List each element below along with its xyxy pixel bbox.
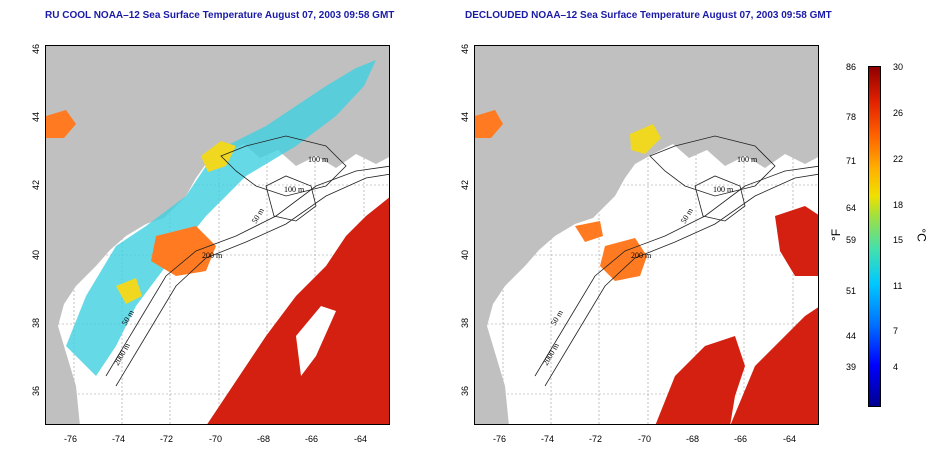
left-map-title: RU COOL NOAA–12 Sea Surface Temperature … — [45, 10, 395, 21]
right-contour-label: 200 m — [631, 251, 652, 260]
right-sst-orange-small — [475, 110, 503, 138]
right-contour-label: 100 m — [737, 155, 758, 164]
fahrenheit-tick: 86 — [846, 62, 857, 72]
celsius-tick: 7 — [893, 326, 899, 336]
right-y-tick: 46 — [460, 44, 470, 55]
fahrenheit-tick: 44 — [846, 331, 857, 341]
celsius-tick: 18 — [893, 200, 904, 210]
fahrenheit-tick: 39 — [846, 362, 857, 372]
right-map-title: DECLOUDED NOAA–12 Sea Surface Temperatur… — [465, 10, 832, 21]
right-bathymetry — [534, 135, 818, 387]
left-x-tick: -70 — [209, 434, 223, 444]
left-y-tick: 38 — [31, 318, 41, 329]
left-x-tick: -76 — [64, 434, 78, 444]
left-map-svg: 100 m 100 m 50 m 200 m 50 m 2000 m — [46, 46, 389, 424]
left-x-tick: -64 — [354, 434, 368, 444]
left-y-tick: 46 — [31, 44, 41, 55]
right-sst-yellow-gom — [630, 124, 661, 154]
right-y-tick: 38 — [460, 318, 470, 329]
fahrenheit-unit-label: °F — [829, 228, 844, 242]
right-sst-warm-patch-2 — [730, 307, 818, 424]
celsius-tick: 22 — [893, 154, 904, 164]
right-x-tick: -70 — [638, 434, 652, 444]
fahrenheit-tick: 64 — [846, 203, 857, 213]
right-x-tick: -72 — [589, 434, 603, 444]
left-sst-warm-gulf — [207, 197, 389, 424]
left-map-panel: 100 m 100 m 50 m 200 m 50 m 2000 m — [45, 45, 390, 425]
celsius-tick: 4 — [893, 362, 899, 372]
temperature-colorbar — [868, 66, 881, 407]
left-y-tick: 40 — [31, 250, 41, 261]
right-sst-warm-patch-3 — [775, 206, 818, 276]
celsius-tick: 26 — [893, 108, 904, 118]
left-land-nova-scotia — [252, 46, 389, 92]
left-sst-yellow-coast — [116, 278, 142, 304]
left-y-tick: 36 — [31, 386, 41, 397]
right-y-tick: 42 — [460, 180, 470, 191]
right-land-nova-scotia — [681, 46, 818, 92]
right-sst-orange-eddy — [600, 238, 647, 281]
right-sst-orange-shelf — [575, 221, 603, 242]
celsius-tick: 11 — [893, 281, 903, 291]
fahrenheit-tick: 78 — [846, 112, 857, 122]
right-y-tick: 40 — [460, 250, 470, 261]
fahrenheit-tick: 59 — [846, 235, 857, 245]
right-x-tick: -74 — [541, 434, 555, 444]
left-sst-white-gap — [296, 306, 336, 376]
right-contour-label: 50 m — [549, 308, 565, 327]
right-map-svg: 100 m 100 m 50 m 200 m 50 m 2000 m — [475, 46, 818, 424]
left-contour-label: 100 m — [308, 155, 329, 164]
left-bathymetry — [105, 135, 389, 387]
left-sst-orange-small — [46, 110, 76, 138]
left-contour-label: 200 m — [202, 251, 223, 260]
right-x-tick: -64 — [783, 434, 797, 444]
left-sst-yellow-gom — [201, 141, 236, 172]
right-sst-warm-patch — [655, 336, 745, 424]
left-y-tick: 42 — [31, 180, 41, 191]
right-y-tick: 36 — [460, 386, 470, 397]
celsius-unit-label: °C — [914, 228, 929, 242]
left-x-tick: -72 — [160, 434, 174, 444]
left-contour-label: 100 m — [284, 185, 305, 194]
celsius-tick: 15 — [893, 235, 904, 245]
right-x-tick: -66 — [734, 434, 748, 444]
left-y-tick: 44 — [31, 112, 41, 123]
left-x-tick: -68 — [257, 434, 271, 444]
right-x-tick: -76 — [493, 434, 507, 444]
right-contour-label: 100 m — [713, 185, 734, 194]
left-x-tick: -74 — [112, 434, 126, 444]
right-map-panel: 100 m 100 m 50 m 200 m 50 m 2000 m — [474, 45, 819, 425]
fahrenheit-tick: 71 — [846, 156, 857, 166]
left-x-tick: -66 — [305, 434, 319, 444]
fahrenheit-tick: 51 — [846, 286, 857, 296]
right-x-tick: -68 — [686, 434, 700, 444]
right-y-tick: 44 — [460, 112, 470, 123]
celsius-tick: 30 — [893, 62, 904, 72]
